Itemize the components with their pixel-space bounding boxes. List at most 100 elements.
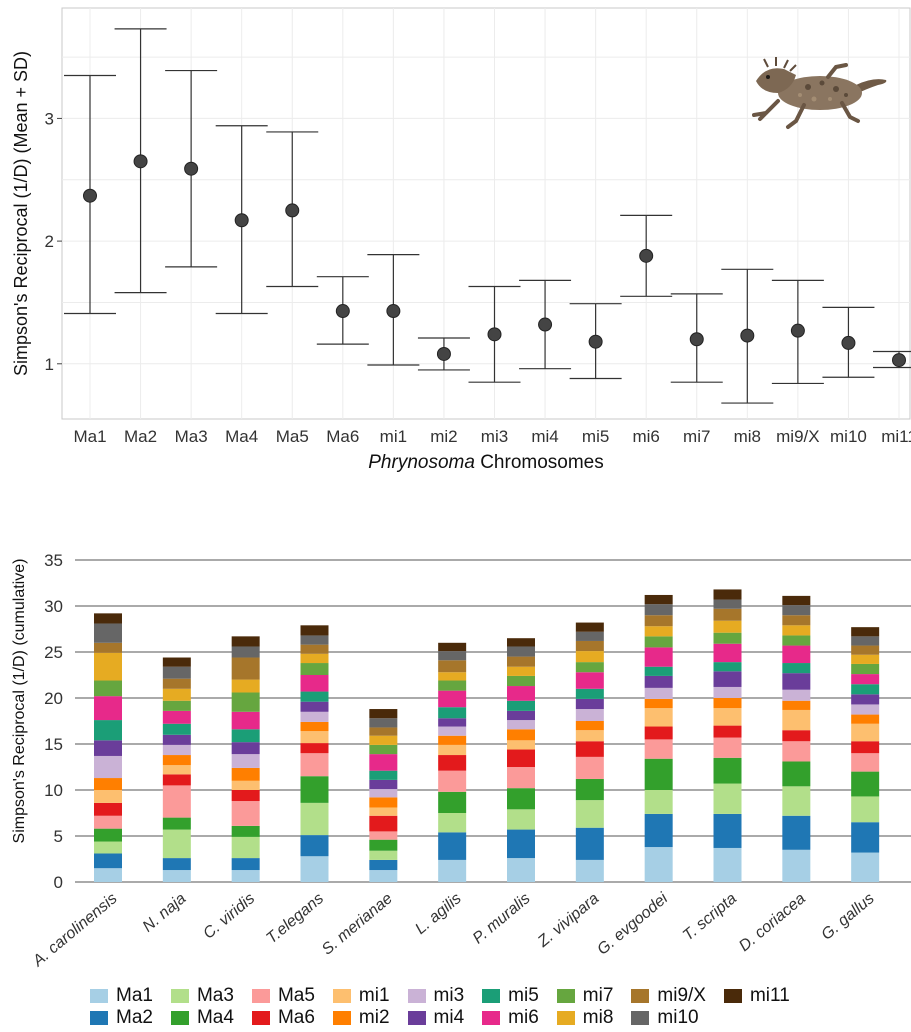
bar-segment [94, 696, 122, 721]
bar-segment [644, 847, 673, 882]
bar-segment [438, 672, 467, 681]
x-tick-label: D. coriacea [736, 890, 809, 955]
bar-segment [575, 730, 604, 742]
legend-swatch [251, 1011, 270, 1025]
bar-segment [94, 802, 122, 816]
x-tick-label: G. evgoodei [594, 890, 671, 959]
bar-segment [231, 692, 260, 712]
bar-segment [231, 790, 260, 802]
bar-segment [575, 778, 604, 801]
bar-segment [644, 675, 673, 688]
bar-segment [644, 636, 673, 648]
bar-segment [644, 687, 673, 699]
y-tick-label: 2 [45, 232, 54, 251]
bar-segment [300, 743, 329, 754]
mean-point [184, 161, 199, 176]
bar-segment [438, 735, 467, 745]
bar-segment [507, 638, 535, 647]
legend-label: mi10 [657, 1007, 699, 1028]
bar-segment [438, 813, 467, 833]
legend-swatch [90, 1011, 108, 1025]
bar-segment [369, 839, 398, 851]
x-tick-label: mi4 [531, 427, 558, 446]
legend-label: mi11 [749, 985, 790, 1006]
legend-swatch [170, 1011, 189, 1025]
bar-segment [438, 859, 467, 882]
legend-item: mi8 [556, 1007, 614, 1029]
bar-segment [575, 640, 604, 652]
bar-segment [438, 690, 467, 708]
bottom-chart: 0 5 10 15 20 25 30 35 A. carolinensis N. naja C. v… [11, 551, 911, 971]
bar-segment [94, 613, 122, 624]
x-tick-label: mi3 [481, 427, 508, 446]
mean-point [538, 317, 553, 332]
bar-segment [162, 774, 191, 786]
bar-segment [300, 663, 329, 675]
bar-segment [713, 698, 742, 709]
y-axis-label: Simpson's Reciprocal (1/D) (cumulative) [11, 559, 28, 844]
x-tick-label: C. viridis [200, 890, 258, 942]
x-tick-label: mi6 [632, 427, 659, 446]
legend-swatch [332, 1011, 351, 1025]
bar-segment [162, 666, 191, 679]
x-tick-label: mi1 [380, 427, 407, 446]
bar-segment [782, 625, 811, 636]
bar-segment [162, 755, 191, 766]
x-tick-label: Z. vivipara [534, 890, 602, 951]
bar-segment [369, 789, 398, 798]
bar-segment [507, 656, 535, 667]
bar-segment [713, 708, 742, 726]
mean-point [588, 334, 603, 349]
legend-label: Ma1 [116, 985, 153, 1006]
bar-segment [644, 758, 673, 790]
bar-segment [231, 767, 260, 781]
bar-segment [369, 850, 398, 860]
bar-segment [782, 673, 811, 690]
bar-segment [300, 644, 329, 654]
bar-segment [644, 708, 673, 727]
bar-segment [575, 800, 604, 828]
bar-segment [507, 829, 535, 859]
bar-segment [782, 761, 811, 787]
bar-segment [438, 744, 467, 756]
legend-swatch [332, 989, 351, 1003]
bar-segment [162, 688, 191, 701]
x-axis-label: Phrynosoma Chromosomes [368, 452, 604, 473]
bar-segment [438, 770, 467, 792]
bar-segment [851, 645, 880, 655]
y-tick-label: 5 [54, 827, 63, 846]
bar-segment [713, 589, 742, 600]
legend-label: mi8 [582, 1007, 614, 1028]
bar-segment [713, 599, 742, 609]
bar-segment [94, 642, 122, 653]
bar-segment [300, 856, 329, 882]
bar-segment [507, 646, 535, 657]
legend-label: Ma4 [196, 1007, 234, 1028]
y-tick-label: 1 [45, 355, 54, 374]
mean-point [689, 332, 704, 347]
mean-point [841, 335, 856, 350]
bar-segment [782, 635, 811, 646]
bar-segment [162, 817, 191, 830]
bar-segment [713, 620, 742, 633]
legend: Ma1 Ma3 Ma5 mi1 mi3 mi5 mi7 mi9/X mi11 Ma2 Ma4 Ma6 m… [90, 985, 910, 1029]
bar-segment [300, 625, 329, 636]
x-tick-label: mi2 [430, 427, 457, 446]
bar-segment [713, 737, 742, 758]
legend-item: mi10 [631, 1007, 706, 1029]
legend-swatch [407, 989, 426, 1003]
legend-label: Ma2 [116, 1007, 153, 1028]
figure: 1 2 3 Ma1 Ma2 Ma3 Ma4 Ma5 Ma6 mi1 mi2 mi3 mi4 mi5 mi6 m… [11, 7, 911, 971]
bar-segment [575, 756, 604, 779]
bar-segment [782, 741, 811, 762]
bar-segment [851, 741, 880, 754]
bar-segment [369, 718, 398, 728]
legend-item: mi11 [723, 985, 790, 1007]
bar-segment [369, 735, 398, 745]
bar-segment [782, 786, 811, 816]
y-tick-label: 20 [44, 689, 63, 708]
bar-segment [644, 647, 673, 667]
mean-point [83, 188, 97, 203]
bar-segment [438, 718, 467, 727]
x-tick-label: S. merianae [319, 890, 396, 959]
